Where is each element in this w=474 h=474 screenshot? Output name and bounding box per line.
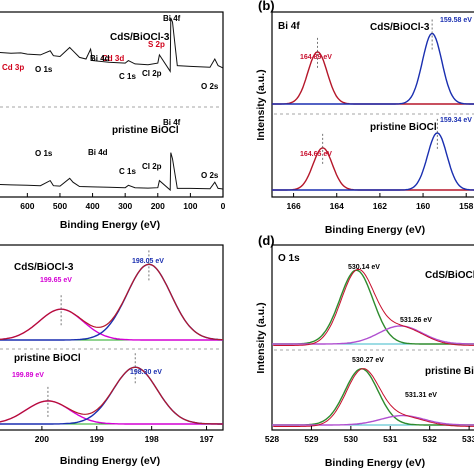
tick-marks: 600 500 400 300 200 100 0 166 164 162 160 158 200 199…	[20, 193, 474, 444]
panel-c-xtick-label: 200	[35, 434, 49, 444]
panel-c-xtick-label: 199	[90, 434, 104, 444]
panel-d-component-curve	[272, 325, 474, 345]
peak-label-cl2p: Cl 2p	[142, 162, 162, 171]
panel-a-frame	[0, 11, 224, 198]
peak-label-cd3p: Cd 3p	[2, 63, 24, 72]
panel-a-series-line	[0, 152, 224, 192]
panel-d-letter: (d)	[258, 233, 275, 248]
panel-d-component-curve	[272, 414, 474, 426]
panel-c-envelope-curve	[0, 366, 223, 425]
panel-b-xtick-label: 164	[330, 201, 344, 211]
peak-position-label: 164.89 eV	[300, 54, 332, 61]
panel-a-xtick-label: 600	[20, 201, 34, 211]
panel-d-ylabel: Intensity (a.u.)	[255, 302, 267, 373]
peak-position-label: 530.14 eV	[348, 264, 380, 271]
panel-a-xtick-label: 300	[118, 201, 132, 211]
sample-label: CdS/BiOCl-3	[425, 270, 474, 281]
peak-label-s2p: S 2p	[148, 40, 165, 49]
peak-position-label: 164.65 eV	[300, 151, 332, 158]
peak-label-o2s: O 2s	[201, 171, 219, 180]
panel-d-raw-curve	[273, 368, 474, 427]
panel-a-xtick-label: 500	[53, 201, 67, 211]
peak-label-c1s: C 1s	[119, 72, 136, 81]
panel-a-xlabel: Binding Energy (eV)	[60, 219, 160, 231]
panel-a-sample-label: pristine BiOCl	[112, 125, 179, 136]
peak-label-bi4f: Bi 4f	[163, 118, 181, 127]
panel-b-letter: (b)	[258, 0, 275, 13]
panel-d-xtick-label: 530	[344, 434, 358, 444]
peak-label-c1s: C 1s	[119, 167, 136, 176]
panel-c-component-curve	[0, 400, 223, 425]
panel-b-xtick-label: 160	[416, 201, 430, 211]
peak-label-bi4d: Bi 4d	[88, 148, 108, 157]
panel-d-xtick-label: 533	[462, 434, 474, 444]
peak-label-bi4d: Bi 4d	[90, 54, 110, 63]
peak-position-label: 530.27 eV	[352, 357, 384, 364]
panel-d-xtick-label: 528	[265, 434, 279, 444]
peak-label-o2s: O 2s	[201, 82, 219, 91]
peak-label-cd3d: Cd 3d	[102, 54, 124, 63]
panel-b-ylabel: Intensity (a.u.)	[255, 69, 267, 140]
peak-position-label: 159.34 eV	[440, 117, 472, 124]
peak-position-label: 198.30 eV	[130, 369, 162, 376]
peak-position-label: 531.31 eV	[405, 392, 437, 399]
panel-d-xtick-label: 532	[423, 434, 437, 444]
peak-position-label: 199.89 eV	[12, 372, 44, 379]
panel-d-xtick-label: 531	[383, 434, 397, 444]
sample-label: pristine BiOCl	[14, 353, 81, 364]
panel-c-curves	[0, 250, 223, 425]
panel-b-component-curve	[272, 132, 474, 191]
panel-b-title: Bi 4f	[278, 21, 300, 32]
panel-b-component-curve	[272, 32, 474, 105]
panel-c-xlabel: Binding Energy (eV)	[60, 455, 160, 467]
peak-label-o1s: O 1s	[35, 149, 53, 158]
panel-a-series-line	[0, 17, 224, 73]
panel-b-xtick-label: 158	[459, 201, 473, 211]
panel-d-curves	[272, 268, 474, 427]
panel-d-frame	[271, 244, 474, 431]
sample-label: pristine BiOCl	[370, 122, 437, 133]
panel-d-xlabel: Binding Energy (eV)	[325, 457, 425, 469]
panel-c-xtick-label: 198	[145, 434, 159, 444]
sample-label: CdS/BiOCl-3	[370, 22, 430, 33]
panel-d-raw-curve	[273, 268, 474, 346]
peak-position-label: 198.05 eV	[132, 258, 164, 265]
sample-label: pristine BiOCl	[425, 366, 474, 377]
panel-b-curves	[272, 19, 474, 191]
panel-c-xtick-label: 197	[199, 434, 213, 444]
sample-label: CdS/BiOCl-3	[14, 262, 74, 273]
panel-d-component-curve	[272, 269, 474, 345]
panel-a-xtick-label: 200	[151, 201, 165, 211]
panel-d-title: O 1s	[278, 253, 300, 264]
panel-a-xtick-label: 100	[183, 201, 197, 211]
peak-label-cl2p: Cl 2p	[142, 69, 162, 78]
panel-a-sample-label: CdS/BiOCl-3	[110, 32, 170, 43]
peak-label-o1s: O 1s	[35, 65, 53, 74]
panel-b-xtick-label: 166	[286, 201, 300, 211]
panel-a-xtick-label: 400	[85, 201, 99, 211]
peak-position-label: 159.58 eV	[440, 17, 472, 24]
panel-b-xtick-label: 162	[373, 201, 387, 211]
panel-a-xtick-label: 0	[221, 201, 226, 211]
panel-d-xtick-label: 529	[304, 434, 318, 444]
peak-position-label: 531.26 eV	[400, 317, 432, 324]
panel-c-component-curve	[0, 263, 223, 341]
panel-a-curves	[0, 17, 224, 192]
panel-c-component-curve	[0, 308, 223, 341]
peak-position-label: 199.65 eV	[40, 277, 72, 284]
panel-b-xlabel: Binding Energy (eV)	[325, 224, 425, 236]
panel-c-frame	[0, 244, 224, 431]
peak-label-bi4f: Bi 4f	[163, 14, 181, 23]
panel-c-envelope-curve	[0, 263, 223, 341]
